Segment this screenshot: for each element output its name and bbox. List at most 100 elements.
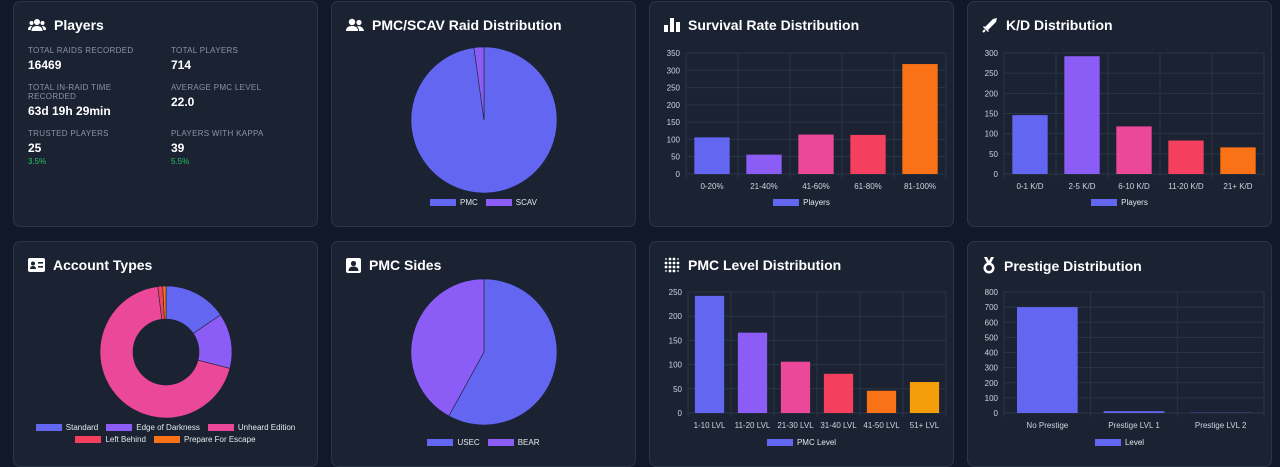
legend-item-scav[interactable]: SCAV: [486, 198, 537, 207]
y-tick-label: 100: [985, 394, 999, 403]
legend-item-pmc-level[interactable]: PMC Level: [767, 438, 836, 447]
bar-51-lvl[interactable]: [910, 382, 939, 413]
y-tick-label: 100: [985, 130, 999, 139]
y-tick-label: 300: [985, 49, 999, 58]
y-tick-label: 100: [669, 361, 683, 370]
bar-2-5-k-d[interactable]: [1064, 56, 1099, 174]
legend-swatch: [486, 199, 512, 206]
legend-swatch: [430, 199, 456, 206]
legend-item-usec[interactable]: USEC: [427, 438, 479, 447]
legend-swatch: [154, 436, 180, 443]
y-tick-label: 50: [671, 153, 680, 162]
legend-label: Left Behind: [105, 435, 145, 444]
legend-label: USEC: [457, 438, 479, 447]
legend-label: Edge of Darkness: [136, 423, 200, 432]
bar-61-80-[interactable]: [850, 135, 885, 174]
legend-label: Unheard Edition: [238, 423, 295, 432]
y-tick-label: 200: [985, 379, 999, 388]
stat-percentage: 5.5%: [171, 157, 296, 166]
legend-item-pmc[interactable]: PMC: [430, 198, 478, 207]
y-tick-label: 700: [985, 303, 999, 312]
bar-81-100-[interactable]: [902, 64, 937, 174]
stat-percentage: 3.5%: [28, 157, 153, 166]
stat-label: PLAYERS WITH KAPPA: [171, 129, 296, 138]
legend-item-prepare-for-escape[interactable]: Prepare For Escape: [154, 435, 256, 444]
bar-no-prestige[interactable]: [1017, 307, 1078, 413]
x-tick-label: 41-60%: [802, 182, 830, 191]
legend-item-standard[interactable]: Standard: [36, 423, 98, 432]
y-tick-label: 0: [994, 170, 999, 179]
y-tick-label: 200: [985, 89, 999, 98]
y-tick-label: 150: [669, 336, 683, 345]
x-tick-label: 51+ LVL: [910, 421, 940, 430]
bar-prestige-lvl-1[interactable]: [1104, 411, 1165, 413]
x-tick-label: 2-5 K/D: [1068, 182, 1095, 191]
legend-item-unheard-edition[interactable]: Unheard Edition: [208, 423, 295, 432]
bar-31-40-lvl[interactable]: [824, 374, 853, 413]
kd-distribution-legend: Players: [968, 198, 1271, 207]
y-tick-label: 50: [989, 150, 998, 159]
legend-item-players[interactable]: Players: [773, 198, 830, 207]
y-tick-label: 500: [985, 333, 999, 342]
y-tick-label: 150: [667, 118, 681, 127]
legend-swatch: [75, 436, 101, 443]
stat-label: TOTAL RAIDS RECORDED: [28, 46, 153, 55]
x-tick-label: 21-40%: [750, 182, 778, 191]
x-tick-label: 1-10 LVL: [694, 421, 726, 430]
bar-0-20-[interactable]: [694, 137, 729, 174]
bar-11-20-lvl[interactable]: [738, 333, 767, 413]
x-tick-label: 61-80%: [854, 182, 882, 191]
y-tick-label: 600: [985, 318, 999, 327]
legend-item-level[interactable]: Level: [1095, 438, 1144, 447]
legend-label: BEAR: [518, 438, 540, 447]
pmc-level-legend: PMC Level: [650, 438, 953, 447]
legend-label: PMC: [460, 198, 478, 207]
legend-label: PMC Level: [797, 438, 836, 447]
users-icon: [28, 18, 46, 32]
legend-item-edge-of-darkness[interactable]: Edge of Darkness: [106, 423, 200, 432]
legend-label: Level: [1125, 438, 1144, 447]
y-tick-label: 250: [667, 84, 681, 93]
y-tick-label: 300: [667, 66, 681, 75]
players-card-title-text: Players: [54, 17, 104, 33]
legend-swatch: [106, 424, 132, 431]
x-tick-label: 11-20 LVL: [735, 421, 771, 430]
pmc-sides-chart: [332, 242, 636, 467]
bar-1-10-lvl[interactable]: [695, 296, 724, 413]
bar-21-40-[interactable]: [746, 155, 781, 174]
legend-item-bear[interactable]: BEAR: [488, 438, 540, 447]
bar-41-50-lvl[interactable]: [867, 391, 896, 413]
survival-rate-chart: 0501001502002503003500-20%21-40%41-60%61…: [650, 2, 954, 227]
bar-0-1-k-d[interactable]: [1012, 115, 1047, 174]
stat-value: 22.0: [171, 95, 296, 109]
y-tick-label: 50: [673, 385, 682, 394]
x-tick-label: 21-30 LVL: [777, 421, 814, 430]
legend-label: Players: [803, 198, 830, 207]
bar-41-60-[interactable]: [798, 135, 833, 174]
x-tick-label: 0-20%: [700, 182, 723, 191]
x-tick-label: 6-10 K/D: [1118, 182, 1150, 191]
y-tick-label: 200: [667, 101, 681, 110]
bar-11-20-k-d[interactable]: [1168, 141, 1203, 174]
x-tick-label: 81-100%: [904, 182, 936, 191]
bar-21-k-d[interactable]: [1220, 147, 1255, 174]
legend-item-players[interactable]: Players: [1091, 198, 1148, 207]
legend-item-left-behind[interactable]: Left Behind: [75, 435, 145, 444]
stat-value: 39: [171, 141, 296, 155]
stat-total-time: TOTAL IN-RAID TIME RECORDED 63d 19h 29mi…: [28, 83, 138, 118]
bar-21-30-lvl[interactable]: [781, 362, 810, 413]
bar-6-10-k-d[interactable]: [1116, 126, 1151, 174]
stat-label: TOTAL PLAYERS: [171, 46, 296, 55]
x-tick-label: 31-40 LVL: [820, 421, 857, 430]
x-tick-label: 11-20 K/D: [1168, 182, 1204, 191]
account-types-legend: Standard Edge of Darkness Unheard Edition L…: [29, 423, 302, 444]
y-tick-label: 200: [669, 312, 683, 321]
legend-label: Prepare For Escape: [184, 435, 256, 444]
survival-rate-legend: Players: [650, 198, 953, 207]
